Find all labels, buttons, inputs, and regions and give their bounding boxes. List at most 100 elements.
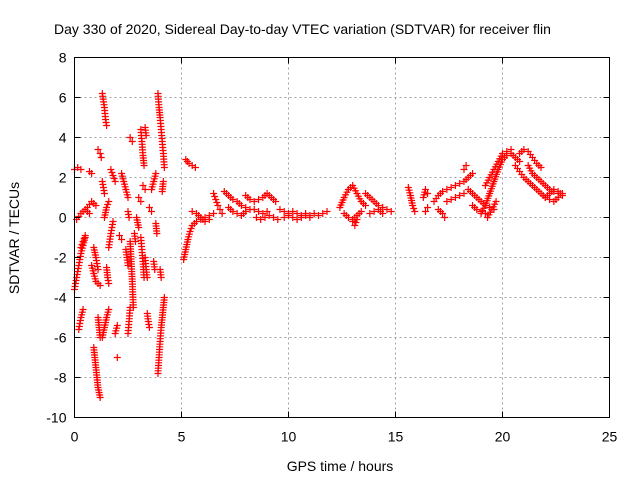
data-point	[456, 192, 464, 199]
data-point	[210, 210, 218, 217]
data-point	[293, 216, 301, 223]
x-tick-label: 25	[602, 429, 618, 445]
data-point	[270, 214, 278, 221]
data-point	[157, 274, 165, 281]
data-point	[451, 194, 459, 201]
data-point	[424, 204, 432, 211]
plot-frame	[74, 57, 610, 418]
x-tick-label: 20	[495, 429, 511, 445]
data-point	[187, 225, 195, 232]
data-point	[105, 280, 113, 287]
data-point	[451, 182, 459, 189]
x-tick-label: 5	[178, 429, 186, 445]
data-point	[265, 212, 273, 219]
data-point	[499, 150, 506, 157]
data-point	[252, 214, 260, 221]
data-point	[473, 206, 481, 213]
data-point	[115, 232, 123, 239]
data-point	[77, 244, 85, 251]
data-point	[80, 235, 88, 242]
x-axis-label: GPS time / hours	[287, 458, 394, 474]
data-point	[352, 219, 360, 226]
data-point	[79, 238, 87, 245]
data-point	[447, 196, 455, 203]
y-tick-label: 0	[59, 210, 67, 226]
data-point	[216, 206, 224, 213]
data-point	[113, 322, 121, 329]
data-point	[469, 170, 477, 177]
data-point	[111, 178, 119, 185]
data-point	[383, 206, 391, 213]
data-point	[441, 214, 449, 221]
data-point	[192, 218, 200, 225]
data-point	[118, 236, 126, 243]
data-point	[109, 218, 117, 225]
data-point	[137, 198, 145, 205]
grid-lines	[74, 57, 610, 418]
data-point	[379, 204, 387, 211]
data-point	[109, 172, 117, 179]
y-axis-ticks: -10 -8 -6 -4 -2 0 2 4 6 8	[46, 50, 610, 426]
x-tick-label: 15	[388, 429, 404, 445]
data-point	[103, 204, 111, 211]
data-point	[126, 134, 134, 141]
data-point	[314, 212, 322, 219]
data-point	[319, 210, 327, 217]
data-point	[160, 164, 168, 171]
data-point	[410, 205, 418, 212]
data-point	[272, 198, 280, 205]
data-point	[439, 188, 447, 195]
data-point	[96, 150, 104, 157]
data-point	[443, 186, 451, 193]
data-point	[379, 210, 387, 217]
data-point	[306, 214, 314, 221]
data-point	[558, 192, 566, 199]
data-point	[94, 266, 102, 273]
data-point	[424, 190, 432, 197]
data-point	[349, 218, 357, 225]
data-point	[460, 190, 468, 197]
y-tick-label: -10	[46, 410, 66, 426]
y-tick-label: 6	[59, 90, 67, 106]
data-point	[79, 306, 87, 313]
data-point	[201, 218, 209, 225]
data-point	[148, 208, 156, 215]
data-point	[97, 154, 105, 161]
data-point	[160, 294, 168, 301]
data-point	[421, 208, 429, 215]
data-point	[546, 196, 554, 203]
data-point	[503, 148, 511, 155]
data-point	[366, 210, 374, 217]
data-point	[261, 214, 269, 221]
data-point	[140, 162, 148, 169]
x-axis-ticks: 0 5 10 15 20 25	[71, 57, 618, 445]
y-tick-label: -4	[54, 290, 67, 306]
data-point	[289, 208, 297, 215]
data-point	[353, 216, 361, 223]
data-point	[128, 138, 136, 145]
data-point	[344, 214, 352, 221]
data-point	[110, 175, 118, 182]
chart-title: Day 330 of 2020, Sidereal Day-to-day VTE…	[54, 21, 551, 37]
data-point	[520, 146, 528, 153]
data-point	[124, 262, 132, 269]
data-point	[276, 206, 284, 213]
data-point	[460, 166, 468, 173]
data-point	[462, 162, 470, 169]
data-point	[421, 186, 429, 193]
y-tick-label: 8	[59, 50, 67, 66]
data-point	[447, 184, 455, 191]
data-point	[88, 170, 96, 177]
data-point	[285, 212, 292, 219]
data-point	[274, 216, 282, 223]
y-tick-label: -8	[54, 370, 67, 386]
data-point	[135, 224, 143, 231]
data-point	[409, 202, 417, 209]
data-point	[507, 146, 515, 153]
data-point	[92, 202, 100, 209]
data-point	[370, 208, 378, 215]
x-tick-label: 0	[71, 429, 79, 445]
data-point	[255, 208, 263, 215]
data-point	[550, 186, 558, 193]
